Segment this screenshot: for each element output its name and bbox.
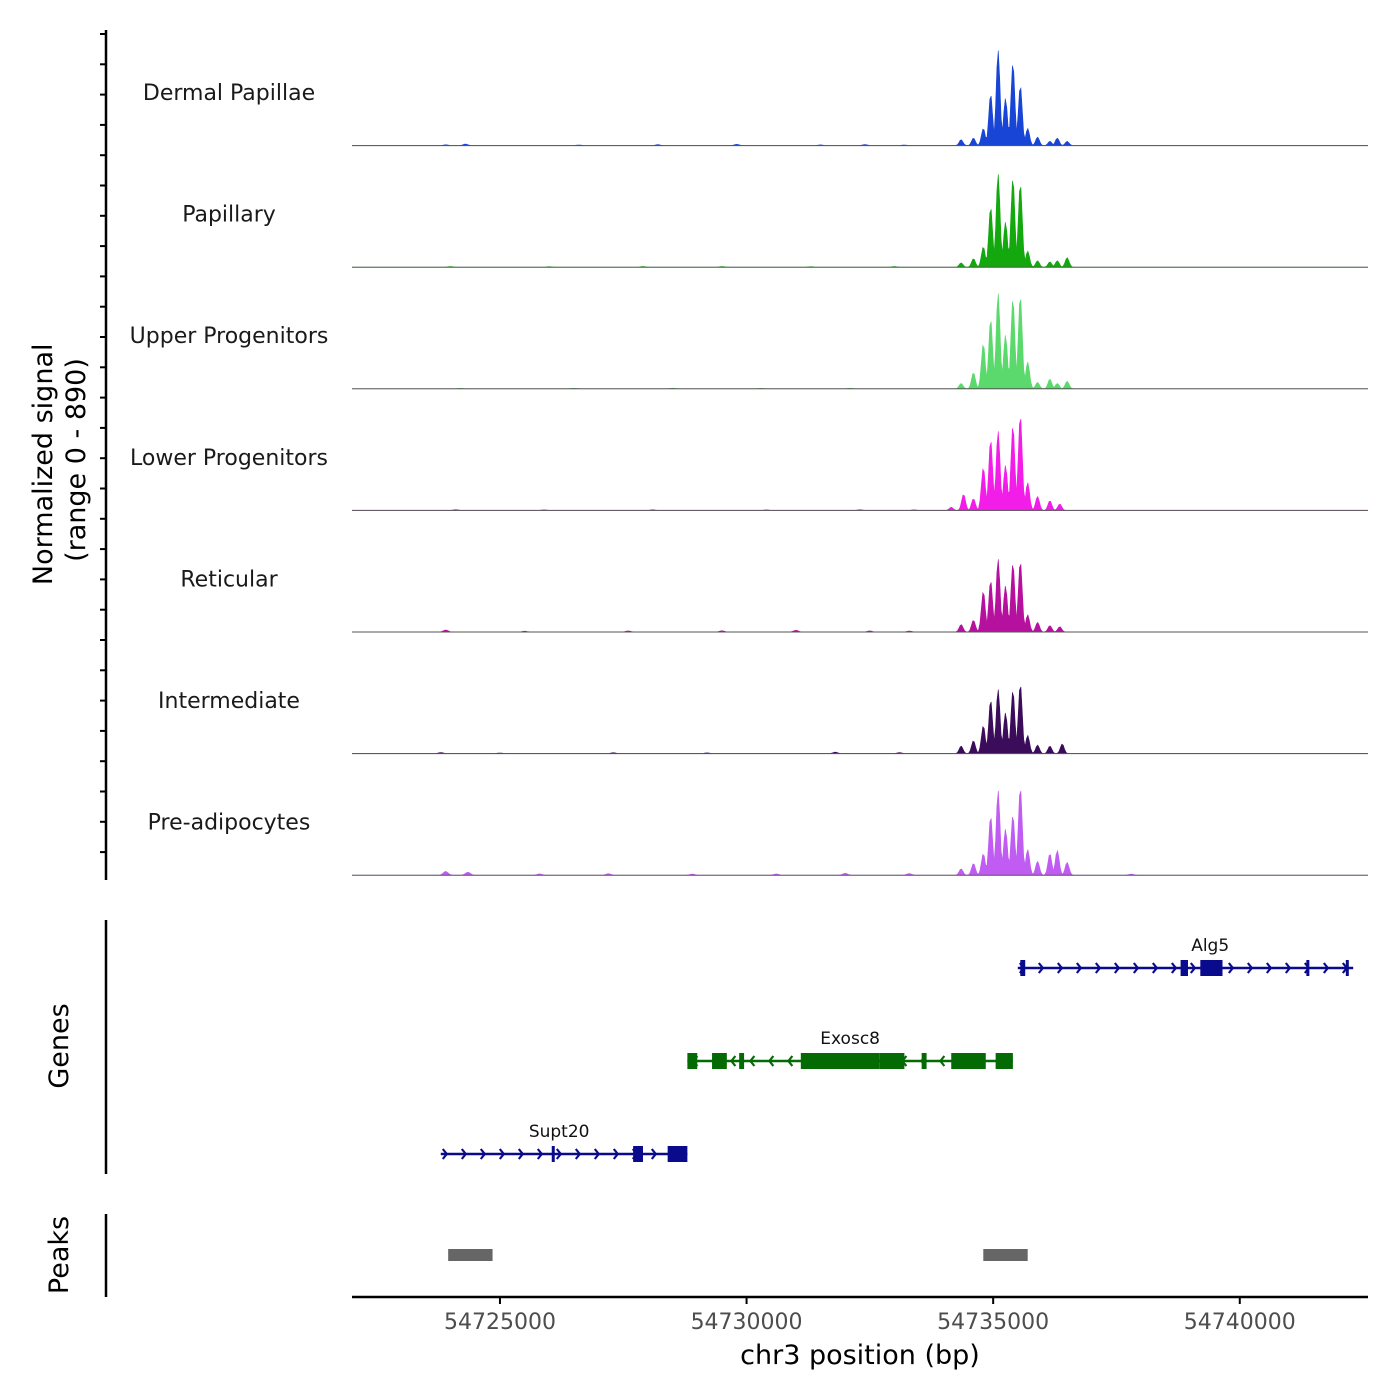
gene-name: Alg5 (1191, 936, 1229, 956)
peak-region (983, 1249, 1028, 1261)
exon (1345, 960, 1349, 976)
strand-arrow (938, 1055, 946, 1067)
strand-arrow (786, 1055, 794, 1067)
exon (712, 1053, 727, 1069)
peak-region (448, 1249, 493, 1261)
strand-arrow (748, 1055, 756, 1067)
track-label: Pre-adipocytes (148, 811, 311, 836)
genes-track: Alg5 Exosc8 Supt20 (440, 936, 1354, 1162)
gene-supt20: Supt20 (440, 1122, 688, 1162)
strand-arrow (1322, 962, 1330, 974)
signal-area-7 (352, 790, 1368, 876)
track-label: Reticular (180, 567, 278, 592)
x-axis: 54725000 54730000 54735000 54740000 (352, 1295, 1368, 1335)
track-7: Pre-adipocytes (148, 790, 1368, 876)
track-3: Upper Progenitors (130, 293, 1368, 390)
x-tick-label: 54730000 (691, 1310, 803, 1335)
peaks-label: Peaks (44, 1216, 75, 1294)
strand-arrow (517, 1148, 525, 1160)
strand-arrow (574, 1148, 582, 1160)
strand-arrow (536, 1148, 544, 1160)
strand-arrow (767, 1055, 775, 1067)
strand-arrow (441, 1148, 449, 1160)
strand-arrow (479, 1148, 487, 1160)
strand-arrow (1151, 962, 1159, 974)
gene-name: Supt20 (529, 1122, 590, 1142)
exon (687, 1053, 698, 1069)
x-axis-title: chr3 position (bp) (740, 1340, 980, 1371)
exon (667, 1146, 688, 1162)
exon (995, 1053, 1013, 1069)
peaks-track (448, 1249, 1028, 1261)
strand-arrow (1189, 962, 1197, 974)
strand-arrow (555, 1148, 563, 1160)
signal-area-5 (352, 559, 1368, 633)
strand-arrow (1094, 962, 1102, 974)
track-5: Reticular (180, 559, 1368, 633)
strand-arrow (1056, 962, 1064, 974)
exon (800, 1053, 880, 1069)
track-label: Dermal Papillae (143, 81, 315, 106)
exon (879, 1053, 905, 1069)
exon (1180, 960, 1188, 976)
exon (921, 1053, 927, 1069)
strand-arrow (650, 1148, 658, 1160)
strand-arrow (612, 1148, 620, 1160)
strand-arrow (1170, 962, 1178, 974)
x-tick-label: 54735000 (937, 1310, 1049, 1335)
track-label: Papillary (182, 203, 276, 228)
signal-tracks: Dermal Papillae Papillary Upper Progenitor… (130, 50, 1368, 876)
signal-y-axis (100, 30, 108, 880)
strand-arrow (1227, 962, 1235, 974)
strand-arrow (1132, 962, 1140, 974)
signal-area-1 (352, 50, 1368, 146)
exon (1306, 960, 1310, 976)
track-label: Upper Progenitors (130, 324, 329, 349)
gene-alg5: Alg5 (1017, 936, 1354, 976)
track-label: Lower Progenitors (130, 446, 328, 471)
gene-name: Exosc8 (820, 1029, 880, 1049)
track-1: Dermal Papillae (143, 50, 1368, 147)
strand-arrow (498, 1148, 506, 1160)
signal-ylabel: Normalized signal (range 0 - 890) (28, 335, 92, 585)
signal-area-3 (352, 293, 1368, 390)
track-2: Papillary (182, 174, 1368, 268)
strand-arrow (1246, 962, 1254, 974)
strand-arrow (729, 1055, 737, 1067)
strand-arrow (593, 1148, 601, 1160)
strand-arrow (460, 1148, 468, 1160)
genes-label: Genes (44, 1003, 75, 1088)
track-4: Lower Progenitors (130, 418, 1368, 511)
gene-exosc8: Exosc8 (687, 1029, 1013, 1069)
signal-area-4 (352, 418, 1368, 511)
exon (739, 1053, 745, 1069)
signal-area-2 (352, 174, 1368, 268)
strand-arrow (1037, 962, 1045, 974)
strand-arrow (1113, 962, 1121, 974)
signal-area-6 (352, 686, 1368, 754)
exon (951, 1053, 986, 1069)
track-6: Intermediate (158, 686, 1368, 755)
exon (633, 1146, 643, 1162)
strand-arrow (1075, 962, 1083, 974)
x-tick-label: 54725000 (444, 1310, 556, 1335)
strand-arrow (1265, 962, 1273, 974)
x-tick-label: 54740000 (1184, 1310, 1296, 1335)
exon (1200, 960, 1223, 976)
track-label: Intermediate (158, 689, 300, 714)
exon (1020, 960, 1026, 976)
strand-arrow (1284, 962, 1292, 974)
exon (551, 1146, 555, 1162)
